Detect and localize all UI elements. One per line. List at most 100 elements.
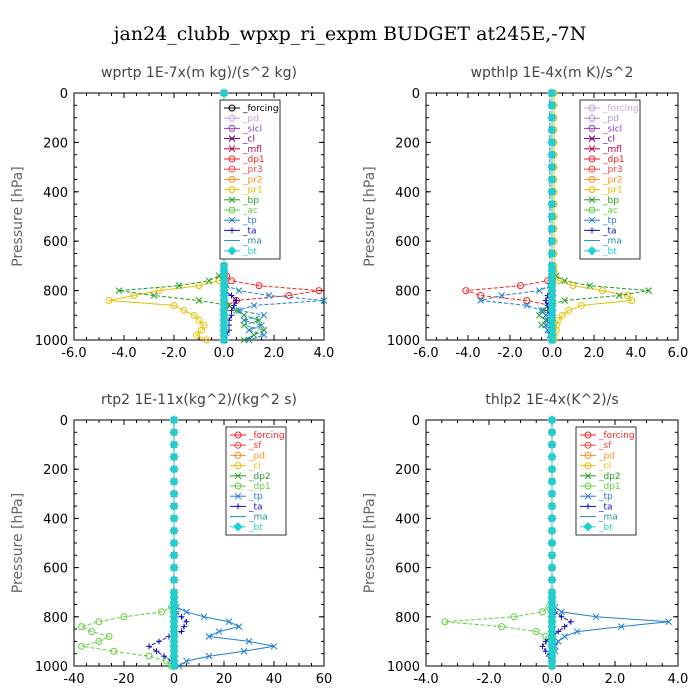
legend-marker [584,492,592,500]
series-point [559,311,566,319]
series-point [235,307,243,314]
legend-marker [584,462,592,470]
figure-title: jan24_clubb_wpxp_ri_expm BUDGET at245E,-… [112,23,587,45]
legend-label: _cl [598,462,611,472]
series-ta [539,417,574,669]
legend-marker [234,451,242,459]
legend-marker [228,155,236,163]
legend-label: _ma [602,237,622,247]
legend-label: _ma [242,237,262,247]
legend-marker [584,482,592,490]
series-point [498,292,505,299]
legend-label: _tp [602,216,617,226]
legend-label: _ma [598,513,618,523]
y-tick-label: 400 [395,186,420,201]
series-point [547,88,557,98]
series-point [260,311,268,319]
panel-4: thlp2 1E-4x(K^2)/s -4.0 -2.0 0.0 2.0 4.0 0 200 4… [362,392,688,687]
x-tick-label: 4.0 [314,346,335,361]
x-tick-label: 40 [266,672,283,687]
panel-1: wprtp 1E-7x(m kg)/(s^2 kg) -6.0 -4.0 -2.0 0.… [10,65,334,361]
series-point [150,292,158,299]
series-point [195,316,203,324]
series-point [175,662,183,670]
legend-label: _forcing [598,431,635,441]
series-point [523,302,531,309]
series-point [320,297,328,304]
y-tick-label: 200 [395,136,420,151]
series-tp [477,89,556,344]
series-point [561,623,568,630]
series-point [532,628,540,636]
series-point [539,608,547,616]
series-point [169,550,179,561]
legend-label: _ta [598,502,613,512]
x-tick-label: -20 [113,672,134,687]
series-point [145,652,153,660]
legend-marker [234,431,242,439]
legend-label: _ta [602,226,617,236]
series-point [153,648,160,655]
x-tick-label: -4.0 [111,346,136,361]
legend-marker [228,175,236,183]
series-point [95,637,103,645]
series-point [517,282,524,290]
series-point [538,307,545,314]
legend-label: _forcing [602,104,639,114]
legend-label: _sf [598,441,612,451]
x-tick-label: -4.0 [455,346,480,361]
series-point [615,292,623,299]
series-point [105,296,113,304]
series-point [115,287,123,294]
y-tick-label: 0 [412,414,420,429]
series-line [80,420,175,667]
legend-label: _pr2 [602,175,623,185]
series-point [547,562,557,573]
series-point [203,336,210,344]
series-point [577,301,585,309]
series-bt [169,415,179,671]
legend-label: _sf [248,441,262,451]
legend-marker [228,196,236,204]
series-point [235,287,243,294]
legend-label: _pd [242,114,259,124]
x-tick-label: 4.0 [668,672,689,687]
series-point [558,613,565,620]
legend-label: _tp [248,492,263,502]
series-point [498,623,506,631]
series-point [628,296,636,304]
series-point [540,307,547,314]
series-point [205,633,213,640]
x-tick-label: 2.0 [264,346,285,361]
plot-frame [73,92,325,341]
series-point [586,282,594,290]
y-tick-label: 600 [43,235,68,250]
legend-marker [228,165,236,173]
series-point [78,642,85,650]
series-bt [547,88,557,345]
y-tick-label: 0 [60,87,68,102]
series-point [178,628,185,635]
series-point [547,248,557,259]
legend-label: _tp [598,492,613,502]
legend: _forcing_pd_sicl_cl_mfl_dp1_pr3_pr2_pr1_… [579,99,641,260]
series-point [158,608,165,616]
series-point [183,657,190,665]
series-point [554,638,562,645]
series-point [536,311,543,319]
legend-marker [589,227,595,234]
series-point [219,335,229,345]
legend-marker [228,104,236,112]
x-tick-label: -40 [63,672,84,687]
series-point [228,292,235,299]
series-point [462,287,470,295]
legend-marker [227,246,237,256]
series-point [542,321,550,329]
series-point [255,282,263,290]
series-point [200,613,208,621]
series-point [547,452,557,462]
legend-label: _bt [602,247,617,257]
series-line [444,420,553,666]
y-tick-label: 400 [43,512,68,527]
legend-label: _forcing [242,104,279,114]
